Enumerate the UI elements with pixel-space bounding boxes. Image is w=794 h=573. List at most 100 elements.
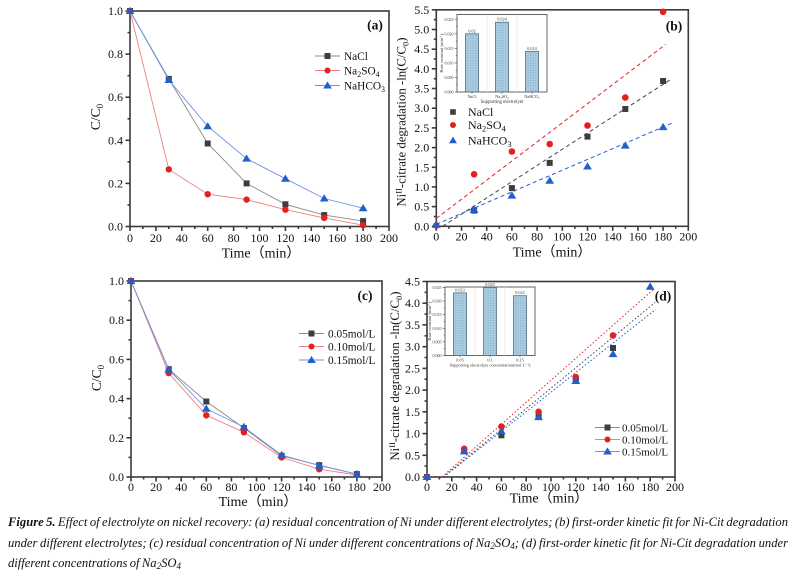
svg-text:180: 180 [654,229,672,243]
svg-text:NaCl: NaCl [467,94,477,99]
svg-text:20: 20 [446,480,458,494]
svg-text:2.5: 2.5 [414,121,429,135]
svg-text:1.5: 1.5 [405,405,420,419]
svg-text:80: 80 [228,231,240,245]
svg-text:60: 60 [495,480,507,494]
svg-text:(b): (b) [666,19,683,34]
svg-text:0.10mol/L: 0.10mol/L [622,435,668,447]
svg-text:0.0: 0.0 [109,470,124,484]
svg-text:160: 160 [616,480,634,494]
svg-text:160: 160 [629,229,647,243]
svg-text:(a): (a) [367,18,383,33]
svg-text:NaCl: NaCl [468,105,494,119]
svg-text:0.02: 0.02 [468,28,475,33]
svg-text:0.5: 0.5 [414,200,429,214]
svg-text:0.020: 0.020 [433,299,442,304]
svg-text:0.05mol/L: 0.05mol/L [328,329,375,341]
svg-text:Na2SO4: Na2SO4 [344,66,380,80]
svg-text:4.5: 4.5 [414,42,429,56]
svg-text:1.0: 1.0 [405,427,420,441]
svg-text:Supporting electrolyte concent: Supporting electrolyte concentration(mol… [450,363,531,368]
svg-text:0: 0 [424,480,430,494]
svg-text:100: 100 [251,231,269,245]
svg-text:2.5: 2.5 [405,361,420,375]
svg-text:180: 180 [348,480,366,494]
svg-text:0: 0 [433,229,439,243]
svg-text:5.5: 5.5 [414,3,429,17]
svg-text:Na₂SO₄: Na₂SO₄ [495,94,509,99]
svg-text:20: 20 [150,231,162,245]
svg-text:120: 120 [273,480,291,494]
svg-text:0.0: 0.0 [405,470,420,484]
svg-text:0.005: 0.005 [433,339,442,344]
svg-text:60: 60 [202,231,214,245]
svg-text:20: 20 [456,229,468,243]
svg-text:0.15mol/L: 0.15mol/L [622,447,668,459]
svg-text:120: 120 [276,231,294,245]
svg-text:C/C0: C/C0 [89,364,106,391]
svg-text:0.0: 0.0 [414,219,429,233]
svg-text:140: 140 [604,229,622,243]
svg-text:180: 180 [354,231,372,245]
svg-text:0.05: 0.05 [456,357,464,362]
svg-text:0.025: 0.025 [445,17,454,22]
svg-text:140: 140 [592,480,610,494]
svg-text:0: 0 [128,480,134,494]
svg-text:100: 100 [542,480,560,494]
svg-text:3.0: 3.0 [405,340,420,354]
svg-text:100: 100 [553,229,571,243]
svg-text:0.4: 0.4 [108,133,123,147]
svg-text:20: 20 [150,480,162,494]
svg-text:40: 40 [471,480,483,494]
svg-text:5.0: 5.0 [414,23,429,37]
svg-text:(c): (c) [358,288,373,303]
svg-text:4.0: 4.0 [405,296,420,310]
svg-text:0.024: 0.024 [497,17,507,22]
svg-text:NaHCO3: NaHCO3 [344,81,385,95]
svg-text:Supporting electrolyte: Supporting electrolyte [481,100,524,105]
svg-text:0.4: 0.4 [109,392,124,406]
svg-text:0.022: 0.022 [515,290,524,295]
svg-text:1.0: 1.0 [414,180,429,194]
svg-text:2.0: 2.0 [405,383,420,397]
svg-text:0.025: 0.025 [433,285,442,290]
svg-text:0.010: 0.010 [433,326,442,331]
svg-text:0.15: 0.15 [516,357,524,362]
svg-text:1.5: 1.5 [414,160,429,174]
svg-text:0.5: 0.5 [405,448,420,462]
svg-text:40: 40 [481,229,493,243]
svg-text:0.2: 0.2 [109,431,124,445]
svg-text:0.015: 0.015 [445,46,454,51]
svg-text:NaHCO₃: NaHCO₃ [524,94,540,99]
svg-text:4.5: 4.5 [405,275,420,289]
svg-text:160: 160 [323,480,341,494]
svg-text:80: 80 [520,480,532,494]
svg-text:0.10mol/L: 0.10mol/L [328,342,375,354]
svg-text:0: 0 [127,231,133,245]
svg-text:0.023: 0.023 [455,287,464,292]
svg-text:0.000: 0.000 [433,353,442,358]
svg-text:100: 100 [248,480,266,494]
svg-text:0.005: 0.005 [445,75,454,80]
svg-text:C/C0: C/C0 [88,103,105,130]
svg-text:Rate constant (min-1): Rate constant (min-1) [427,301,432,340]
svg-text:0.000: 0.000 [445,90,454,95]
svg-text:40: 40 [175,480,187,494]
svg-text:0.6: 0.6 [108,90,123,104]
svg-text:200: 200 [666,480,684,494]
svg-text:0.025: 0.025 [485,282,494,287]
svg-text:80: 80 [225,480,237,494]
svg-text:0.8: 0.8 [108,47,123,61]
svg-text:200: 200 [373,480,391,494]
svg-text:Na2SO4: Na2SO4 [468,118,507,134]
svg-text:3.5: 3.5 [405,318,420,332]
svg-text:0.6: 0.6 [109,352,124,366]
svg-text:0.020: 0.020 [445,31,454,36]
svg-text:0.05mol/L: 0.05mol/L [622,423,668,435]
svg-text:60: 60 [506,229,518,243]
svg-text:NaHCO3: NaHCO3 [468,134,512,150]
svg-text:200: 200 [679,229,697,243]
svg-text:0.1: 0.1 [487,357,492,362]
svg-text:0.015: 0.015 [433,312,442,317]
svg-text:140: 140 [302,231,320,245]
